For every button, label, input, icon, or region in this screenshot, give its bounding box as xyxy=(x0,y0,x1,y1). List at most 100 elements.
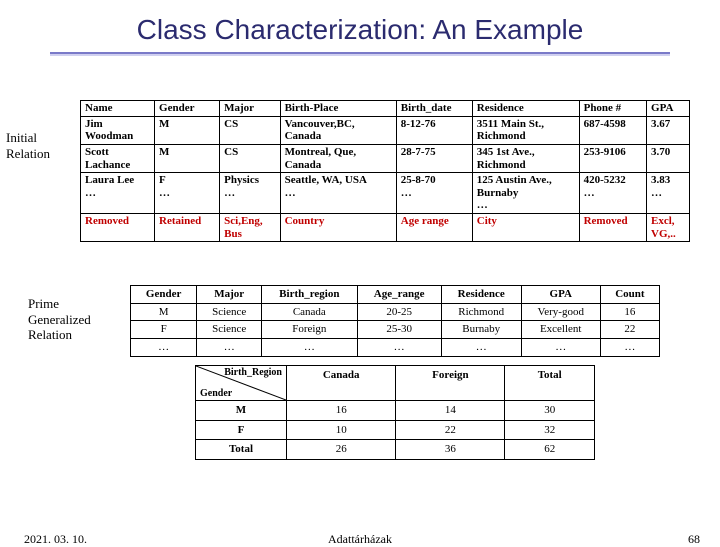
table-cell: 22 xyxy=(396,420,505,440)
table-cell: 420-5232… xyxy=(579,173,646,214)
table-cell: Country xyxy=(280,214,396,242)
table-row: M161430 xyxy=(196,401,595,421)
table-cell: 62 xyxy=(505,440,595,460)
table2-header: Gender xyxy=(131,286,197,304)
table-cell: Vancouver,BC,Canada xyxy=(280,116,396,144)
label-initial-relation: InitialRelation xyxy=(6,130,50,161)
table-cell: CS xyxy=(220,116,280,144)
table-row: ………………… xyxy=(131,338,660,356)
table-cell: M xyxy=(155,144,220,172)
table-cell: 16 xyxy=(600,303,659,321)
table-cell: Age range xyxy=(396,214,472,242)
table-cell: Sci,Eng,Bus xyxy=(220,214,280,242)
crosstab-row-header: F xyxy=(196,420,287,440)
table1-header: Birth_date xyxy=(396,101,472,117)
table2-header: GPA xyxy=(521,286,600,304)
initial-relation-table: NameGenderMajorBirth-PlaceBirth_dateResi… xyxy=(80,100,690,242)
table-cell: 345 1st Ave.,Richmond xyxy=(472,144,579,172)
crosstab-row-header: Total xyxy=(196,440,287,460)
table-row: Laura Lee…F…Physics…Seattle, WA, USA…25-… xyxy=(81,173,690,214)
crosstab-col-header: Foreign xyxy=(396,366,505,401)
table-cell: … xyxy=(600,338,659,356)
table-cell: 3.70 xyxy=(647,144,690,172)
table-cell: M xyxy=(155,116,220,144)
table-cell: … xyxy=(441,338,521,356)
table-cell: 14 xyxy=(396,401,505,421)
table-row: JimWoodmanMCSVancouver,BC,Canada8-12-763… xyxy=(81,116,690,144)
table-cell: Excl,VG,.. xyxy=(647,214,690,242)
table-cell: 687-4598 xyxy=(579,116,646,144)
table-cell: 3.67 xyxy=(647,116,690,144)
table-row: Total263662 xyxy=(196,440,595,460)
table-cell: 8-12-76 xyxy=(396,116,472,144)
table-cell: 16 xyxy=(287,401,396,421)
table1-header: GPA xyxy=(647,101,690,117)
table2-header: Birth_region xyxy=(262,286,357,304)
table-cell: 253-9106 xyxy=(579,144,646,172)
table-cell: JimWoodman xyxy=(81,116,155,144)
table1-header: Gender xyxy=(155,101,220,117)
table-cell: Removed xyxy=(81,214,155,242)
label-prime-generalized-relation: PrimeGeneralizedRelation xyxy=(28,296,91,343)
table-cell: 22 xyxy=(600,321,659,339)
table-cell: 3.83… xyxy=(647,173,690,214)
table-cell: Seattle, WA, USA… xyxy=(280,173,396,214)
table-cell: … xyxy=(197,338,262,356)
table-row: MScienceCanada20-25RichmondVery-good16 xyxy=(131,303,660,321)
table-cell: 3511 Main St.,Richmond xyxy=(472,116,579,144)
table-cell: Science xyxy=(197,303,262,321)
table-cell: ScottLachance xyxy=(81,144,155,172)
table-cell: Burnaby xyxy=(441,321,521,339)
table-cell: F… xyxy=(155,173,220,214)
table-cell: … xyxy=(521,338,600,356)
crosstab-row-header: M xyxy=(196,401,287,421)
table-cell: … xyxy=(357,338,441,356)
table-cell: Physics… xyxy=(220,173,280,214)
table-cell: Canada xyxy=(262,303,357,321)
table-cell: 28-7-75 xyxy=(396,144,472,172)
table-cell: Science xyxy=(197,321,262,339)
table1-header: Residence xyxy=(472,101,579,117)
table-cell: Foreign xyxy=(262,321,357,339)
title-underline xyxy=(50,52,670,54)
table-cell: 10 xyxy=(287,420,396,440)
crosstab-table: Birth_Region Gender Canada Foreign Total… xyxy=(195,365,595,460)
crosstab-corner: Birth_Region Gender xyxy=(196,366,287,401)
table-cell: Removed xyxy=(579,214,646,242)
table-cell: 36 xyxy=(396,440,505,460)
table-cell: … xyxy=(262,338,357,356)
table-cell: 125 Austin Ave.,Burnaby… xyxy=(472,173,579,214)
table-cell: 26 xyxy=(287,440,396,460)
table-cell: Retained xyxy=(155,214,220,242)
table-cell: City xyxy=(472,214,579,242)
table-cell: 25-8-70… xyxy=(396,173,472,214)
table-cell: F xyxy=(131,321,197,339)
table-cell: CS xyxy=(220,144,280,172)
prime-generalized-relation-table: GenderMajorBirth_regionAge_rangeResidenc… xyxy=(130,285,660,357)
table2-header: Count xyxy=(600,286,659,304)
table-cell: Very-good xyxy=(521,303,600,321)
crosstab-col-header: Canada xyxy=(287,366,396,401)
crosstab-col-header: Total xyxy=(505,366,595,401)
table-cell: Laura Lee… xyxy=(81,173,155,214)
table1-header: Birth-Place xyxy=(280,101,396,117)
table-cell: 20-25 xyxy=(357,303,441,321)
table1-header: Name xyxy=(81,101,155,117)
table-cell: Montreal, Que,Canada xyxy=(280,144,396,172)
table-cell: M xyxy=(131,303,197,321)
table-cell: Richmond xyxy=(441,303,521,321)
crosstab-corner-top: Birth_Region xyxy=(224,367,282,379)
table-cell: … xyxy=(131,338,197,356)
table-row: ScottLachanceMCSMontreal, Que,Canada28-7… xyxy=(81,144,690,172)
table2-header: Age_range xyxy=(357,286,441,304)
table1-header: Major xyxy=(220,101,280,117)
table-cell: 25-30 xyxy=(357,321,441,339)
table-cell: 30 xyxy=(505,401,595,421)
crosstab-corner-bottom: Gender xyxy=(200,388,232,400)
table-cell: Excellent xyxy=(521,321,600,339)
table-cell: 32 xyxy=(505,420,595,440)
table-row: F102232 xyxy=(196,420,595,440)
table-row: FScienceForeign25-30BurnabyExcellent22 xyxy=(131,321,660,339)
slide-title: Class Characterization: An Example xyxy=(0,0,720,52)
table1-header: Phone # xyxy=(579,101,646,117)
